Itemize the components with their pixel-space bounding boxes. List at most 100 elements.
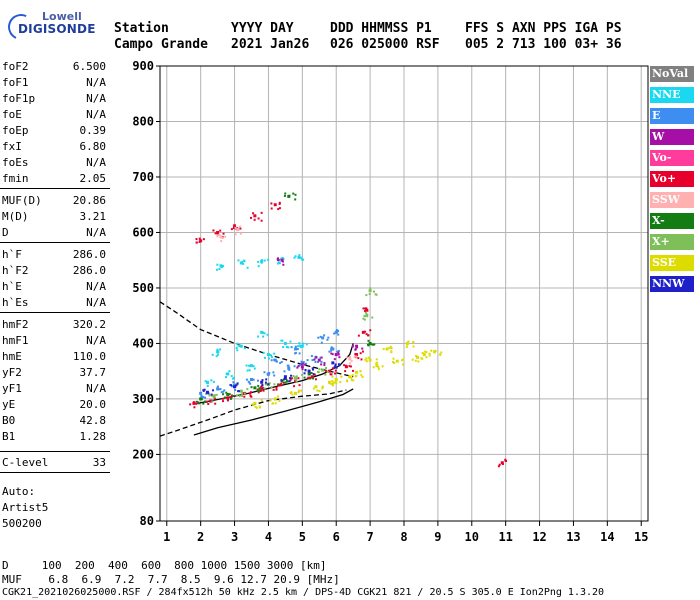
- data-point: [311, 377, 314, 380]
- data-point: [372, 343, 375, 346]
- data-point: [363, 315, 366, 318]
- data-point: [333, 366, 336, 369]
- data-point: [300, 360, 303, 363]
- data-point: [217, 388, 220, 391]
- data-point: [362, 317, 365, 320]
- data-point: [356, 346, 359, 349]
- data-point: [330, 346, 333, 349]
- x-tick-label: 7: [366, 530, 373, 544]
- data-point: [248, 381, 251, 384]
- data-point: [230, 394, 233, 397]
- data-point: [402, 358, 405, 361]
- param-name: yF2: [2, 366, 22, 379]
- data-point: [343, 364, 346, 367]
- data-point: [281, 339, 284, 342]
- data-point: [250, 216, 253, 219]
- data-point: [214, 232, 217, 235]
- data-point: [230, 396, 233, 399]
- data-point: [252, 365, 255, 368]
- data-point: [414, 359, 417, 362]
- data-point: [270, 356, 273, 359]
- data-point: [207, 402, 210, 405]
- data-point: [348, 375, 352, 379]
- data-point: [365, 357, 368, 360]
- data-point: [321, 368, 325, 372]
- param-row: foEs N/A: [2, 156, 108, 171]
- data-point: [243, 392, 246, 395]
- data-point: [340, 375, 343, 378]
- data-point: [412, 345, 415, 348]
- data-point: [365, 360, 368, 363]
- data-point: [321, 386, 324, 389]
- legend-item: Vo+: [650, 171, 694, 187]
- x-tick-label: 15: [634, 530, 648, 544]
- data-point: [424, 350, 427, 353]
- data-point: [425, 351, 428, 354]
- data-point: [219, 229, 222, 232]
- data-point: [314, 378, 317, 381]
- distance-row: D 100 200 400 600 800 1000 1500 3000 [km…: [2, 559, 327, 572]
- param-name: h`E: [2, 280, 22, 293]
- data-point: [216, 387, 220, 391]
- x-tick-label: 4: [265, 530, 272, 544]
- data-point: [249, 382, 252, 385]
- data-point: [286, 379, 289, 382]
- param-value: 33: [92, 456, 106, 469]
- y-tick-label: 400: [132, 336, 154, 350]
- data-point: [219, 348, 222, 351]
- data-point: [320, 356, 323, 359]
- data-point: [350, 376, 353, 379]
- profile-line: [193, 388, 354, 436]
- data-point: [334, 369, 337, 372]
- data-point: [258, 389, 261, 392]
- data-point: [334, 378, 338, 382]
- data-point: [365, 308, 368, 311]
- header-time-label: DDD HHMMSS P1: [330, 21, 432, 36]
- data-point: [297, 255, 301, 259]
- legend-item: X+: [650, 234, 694, 250]
- x-tick-label: 13: [566, 530, 580, 544]
- logo-line2: DIGISONDE: [18, 22, 96, 36]
- data-point: [195, 402, 198, 405]
- param-row: yE 20.0: [2, 398, 108, 413]
- data-point: [223, 389, 226, 392]
- data-point: [294, 255, 297, 258]
- data-point: [243, 395, 246, 398]
- data-point: [223, 396, 226, 399]
- data-point: [330, 352, 333, 355]
- param-name: h`F: [2, 248, 22, 261]
- data-point: [202, 238, 205, 241]
- data-point: [208, 394, 211, 397]
- data-point: [317, 370, 320, 373]
- data-point: [215, 393, 218, 396]
- data-point: [298, 384, 301, 387]
- data-point: [277, 258, 280, 261]
- data-point: [260, 380, 264, 384]
- data-point: [306, 377, 309, 380]
- data-point: [205, 390, 209, 394]
- data-point: [415, 354, 418, 357]
- data-point: [280, 258, 284, 262]
- data-point: [367, 356, 370, 359]
- data-point: [224, 235, 227, 238]
- param-name: foF1: [2, 76, 29, 89]
- data-point: [193, 406, 196, 409]
- data-point: [285, 380, 288, 383]
- data-point: [238, 395, 241, 398]
- data-point: [262, 335, 265, 338]
- data-point: [261, 384, 264, 387]
- data-point: [412, 341, 415, 344]
- data-point: [325, 369, 328, 372]
- data-point: [393, 361, 396, 364]
- data-point: [301, 362, 304, 365]
- param-row: h`E N/A: [2, 280, 108, 295]
- data-point: [318, 389, 321, 392]
- data-point: [232, 381, 235, 384]
- footer-info: CGK21_2021026025000.RSF / 284fx512h 50 k…: [2, 587, 605, 598]
- x-tick-label: 6: [333, 530, 340, 544]
- param-value: 286.0: [72, 264, 106, 277]
- data-point: [272, 402, 275, 405]
- data-point: [234, 388, 237, 391]
- data-point: [236, 228, 239, 231]
- data-point: [287, 380, 290, 383]
